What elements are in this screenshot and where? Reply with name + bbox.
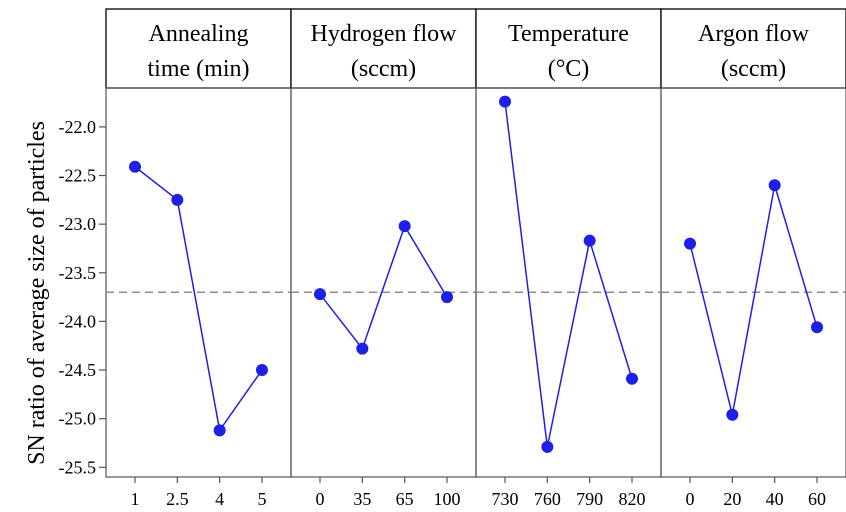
panel-title-line-1: Argon flow — [698, 21, 810, 47]
data-point — [768, 179, 781, 192]
y-axis-label: SN ratio of average size of particles — [24, 121, 50, 465]
panel-title-line-1: Annealing — [149, 21, 249, 47]
data-point — [441, 291, 453, 304]
data-point — [171, 193, 184, 206]
panel-frame — [660, 87, 846, 478]
panel-header-box — [290, 8, 477, 89]
data-point — [129, 160, 141, 173]
y-tick-label-5: -24.5 — [59, 360, 97, 380]
data-point — [726, 408, 739, 421]
y-tick-label-4: -24.0 — [59, 311, 97, 331]
panel-title-line-2: time (min) — [148, 56, 250, 82]
panel-frame — [290, 87, 477, 478]
x-tick-label: 4 — [215, 489, 224, 509]
y-tick-label-7: -25.5 — [59, 457, 97, 477]
panel-title-line-2: (sccm) — [351, 56, 416, 82]
data-point — [626, 372, 638, 385]
data-point — [811, 321, 823, 334]
panel-4: Argon flow (sccm) 0 20 40 60 — [660, 8, 846, 509]
y-tick-label-2: -23.0 — [59, 214, 97, 234]
panel-title-line-2: (sccm) — [721, 56, 786, 82]
panel-frame — [105, 87, 292, 478]
x-tick-label: 5 — [258, 489, 267, 509]
panel-frame — [475, 87, 662, 478]
x-tick-label: 2.5 — [166, 489, 189, 509]
x-tick-label: 0 — [686, 489, 695, 509]
y-tick-label-0: -22.0 — [59, 117, 97, 137]
y-tick-label-3: -23.5 — [59, 263, 97, 283]
x-tick-label: 1 — [131, 489, 140, 509]
panel-title-line-1: Temperature — [508, 21, 629, 47]
panels: Annealing time (min) 1 2.5 4 5 Hydrogen flow (s… — [105, 8, 846, 509]
data-point — [213, 424, 226, 437]
series-line — [134, 166, 263, 433]
x-tick-label: 100 — [434, 489, 461, 509]
panel-title-line-2: (°C) — [548, 56, 590, 82]
data-point — [314, 288, 326, 301]
y-tick-label-6: -25.0 — [59, 409, 97, 429]
panel-1: Annealing time (min) 1 2.5 4 5 — [105, 8, 292, 509]
data-point — [583, 234, 596, 247]
x-tick-label: 65 — [396, 489, 414, 509]
series-line — [504, 101, 633, 448]
x-tick-label: 40 — [766, 489, 784, 509]
panel-2: Hydrogen flow (sccm) 0 35 65 100 — [290, 8, 477, 509]
data-point — [684, 237, 696, 250]
series-line — [319, 224, 448, 351]
y-tick-label-1: -22.5 — [59, 166, 97, 186]
x-tick-label: 35 — [353, 489, 371, 509]
data-point — [499, 95, 511, 108]
panel-title-line-1: Hydrogen flow — [311, 21, 458, 47]
panel-header-box — [105, 8, 292, 89]
data-point — [356, 342, 369, 355]
x-tick-label: 820 — [619, 489, 646, 509]
x-tick-label: 0 — [316, 489, 325, 509]
y-axis: -22.0 -22.5 -23.0 -23.5 -24.0 -24.5 -25.0 -25.5 — [59, 117, 106, 477]
data-point — [256, 364, 268, 377]
panel-3: Temperature (°C) 730 760 790 820 — [475, 8, 662, 509]
x-tick-label: 60 — [808, 489, 826, 509]
series-line — [689, 185, 818, 415]
data-point — [541, 440, 554, 453]
x-tick-label: 20 — [723, 489, 741, 509]
x-tick-label: 760 — [534, 489, 561, 509]
data-point — [398, 220, 411, 233]
x-tick-label: 790 — [576, 489, 603, 509]
x-tick-label: 730 — [492, 489, 519, 509]
